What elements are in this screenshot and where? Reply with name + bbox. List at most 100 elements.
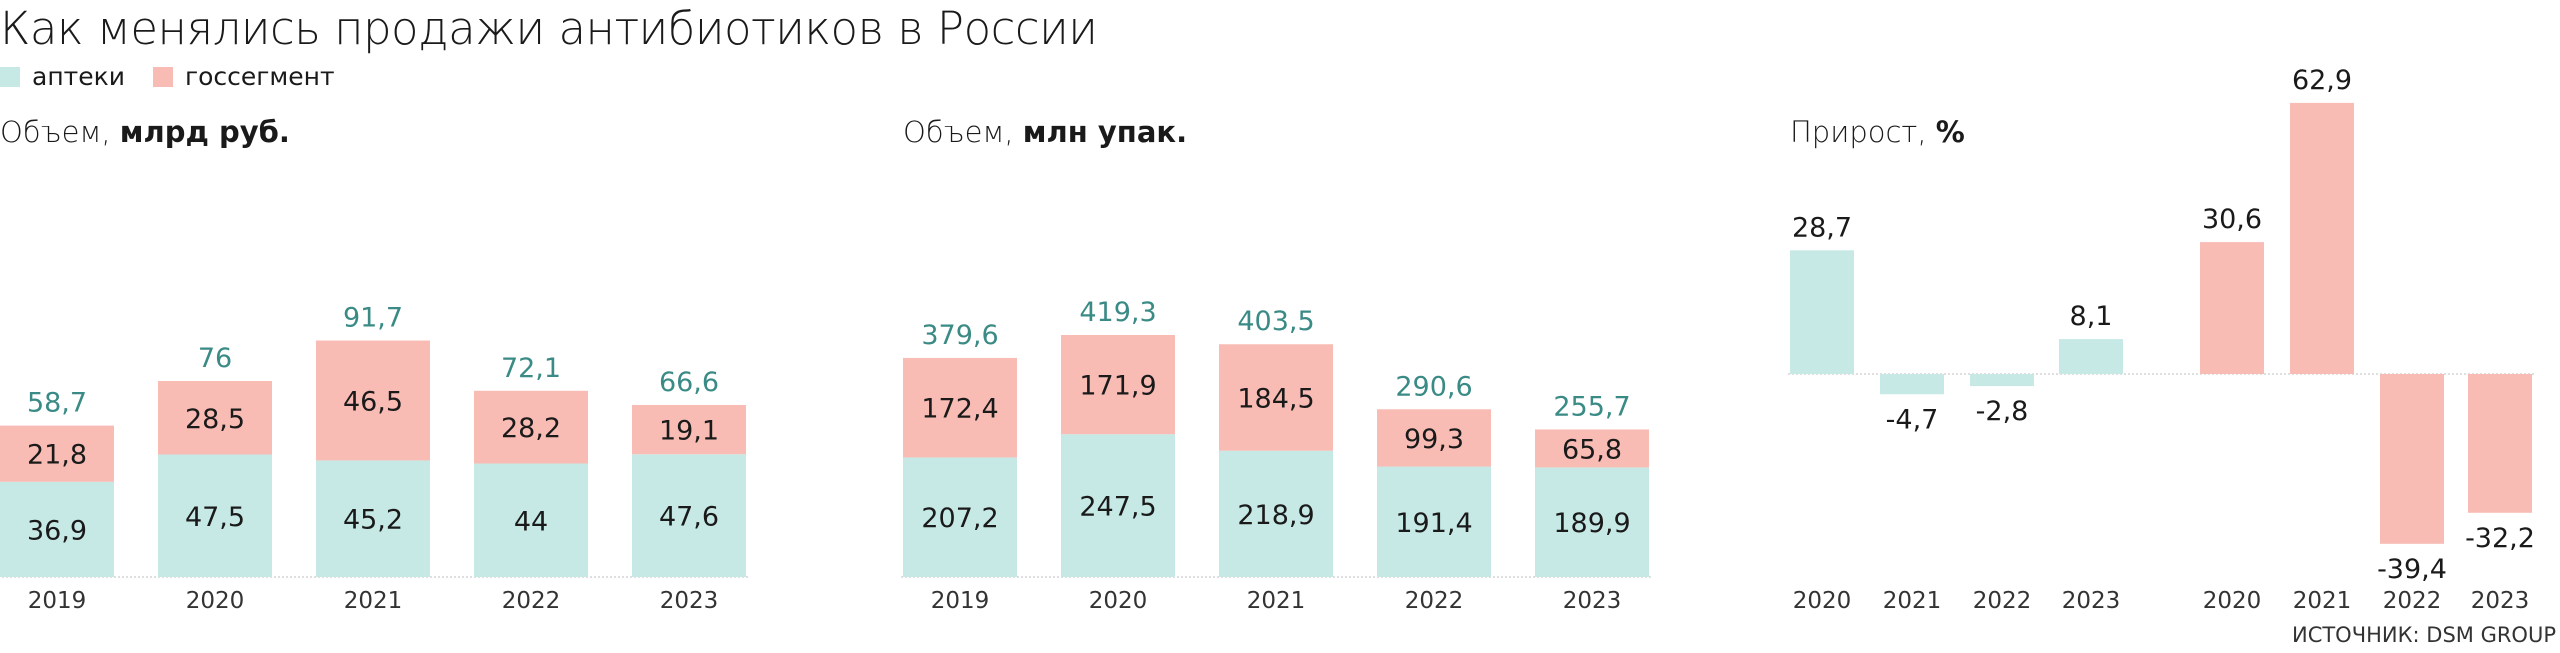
- panel-title-volume-pack: Объем, млн упак.: [903, 115, 1187, 149]
- chart3-label-state-2023: -32,2: [2465, 523, 2535, 554]
- panel-title-volume-pack-unit: млн упак.: [1022, 115, 1188, 149]
- chart2-tick-2022: 2022: [1405, 588, 1464, 614]
- chart3-bar-state-2020: [2200, 242, 2264, 374]
- chart3-tick-state-2023: 2023: [2471, 588, 2530, 614]
- chart1-tick-2020: 2020: [186, 588, 245, 614]
- chart1-tick-2023: 2023: [660, 588, 719, 614]
- chart1-tick-2022: 2022: [502, 588, 561, 614]
- chart2-label-state-2019: 172,4: [921, 394, 998, 425]
- chart1-label-state-2019: 21,8: [27, 440, 87, 471]
- chart3-label-state-2020: 30,6: [2202, 204, 2262, 235]
- chart1-bar-state-2020: [158, 381, 272, 455]
- chart2-label-state-2021: 184,5: [1237, 383, 1314, 414]
- chart2-bar-pharmacy-2022: [1377, 466, 1491, 577]
- chart2-label-pharmacy-2021: 218,9: [1237, 500, 1314, 531]
- chart2-tick-2020: 2020: [1089, 588, 1148, 614]
- chart3-tick-pharmacy-2023: 2023: [2062, 588, 2121, 614]
- chart1-bar-state-2023: [632, 404, 746, 455]
- panel-title-volume-rub-unit: млрд руб.: [119, 115, 290, 149]
- chart2-label-pharmacy-2019: 207,2: [921, 503, 998, 534]
- chart3-tick-pharmacy-2022: 2022: [1973, 588, 2032, 614]
- chart3-tick-state-2022: 2022: [2383, 588, 2442, 614]
- chart1-bar-pharmacy-2021: [316, 460, 430, 577]
- chart3-tick-pharmacy-2020: 2020: [1793, 588, 1852, 614]
- chart2-bar-pharmacy-2021: [1219, 450, 1333, 577]
- chart1-label-pharmacy-2022: 44: [514, 506, 548, 537]
- chart2-bar-state-2021: [1219, 344, 1333, 451]
- chart2-tick-2023: 2023: [1563, 588, 1622, 614]
- chart3-label-state-2021: 62,9: [2292, 65, 2352, 96]
- chart1-label-total-2021: 91,7: [343, 303, 403, 334]
- chart1-bar-state-2019: [0, 425, 114, 482]
- chart1-label-pharmacy-2020: 47,5: [185, 502, 245, 533]
- chart2-label-state-2023: 65,8: [1562, 434, 1622, 465]
- chart3-tick-pharmacy-2021: 2021: [1883, 588, 1942, 614]
- chart1-label-total-2020: 76: [198, 343, 232, 374]
- chart3-bar-pharmacy-2020: [1790, 250, 1854, 374]
- chart2-label-pharmacy-2023: 189,9: [1553, 508, 1630, 539]
- chart1-label-state-2023: 19,1: [659, 416, 719, 447]
- chart3-tick-state-2021: 2021: [2293, 588, 2352, 614]
- chart2-label-total-2023: 255,7: [1553, 391, 1630, 422]
- chart1-label-pharmacy-2021: 45,2: [343, 505, 403, 536]
- chart-title: Как менялись продажи антибиотиков в Росс…: [0, 2, 1098, 55]
- chart2-label-pharmacy-2020: 247,5: [1079, 492, 1156, 523]
- legend-item-pharmacy: аптеки: [0, 62, 125, 91]
- chart1-label-total-2023: 66,6: [659, 367, 719, 398]
- chart2-label-pharmacy-2022: 191,4: [1395, 508, 1472, 539]
- chart2-bar-state-2020: [1061, 335, 1175, 435]
- chart2-label-total-2020: 419,3: [1079, 297, 1156, 328]
- chart2-bar-state-2022: [1377, 409, 1491, 467]
- legend: аптеки госсегмент: [0, 62, 335, 91]
- chart2-bar-pharmacy-2023: [1535, 467, 1649, 577]
- chart3-bar-pharmacy-2022: [1970, 374, 2034, 387]
- legend-label-pharmacy: аптеки: [32, 62, 125, 91]
- chart1-label-total-2022: 72,1: [501, 353, 561, 384]
- source-note: ИСТОЧНИК: DSM GROUP: [2291, 623, 2556, 647]
- chart2-label-total-2019: 379,6: [921, 320, 998, 351]
- chart3-bar-pharmacy-2021: [1880, 374, 1944, 395]
- chart1-label-pharmacy-2019: 36,9: [27, 515, 87, 546]
- chart1-label-state-2022: 28,2: [501, 413, 561, 444]
- chart1-tick-2021: 2021: [344, 588, 403, 614]
- chart2-bar-pharmacy-2020: [1061, 434, 1175, 577]
- chart2-label-total-2022: 290,6: [1395, 371, 1472, 402]
- chart3-label-state-2022: -39,4: [2377, 554, 2447, 585]
- chart3-bar-state-2023: [2468, 374, 2532, 513]
- chart1-tick-2019: 2019: [28, 588, 87, 614]
- chart3-tick-state-2020: 2020: [2203, 588, 2262, 614]
- chart2-bar-state-2023: [1535, 429, 1649, 468]
- chart3-bar-pharmacy-2023: [2059, 339, 2123, 374]
- chart3-label-pharmacy-2022: -2,8: [1976, 396, 2029, 427]
- chart2-label-state-2020: 171,9: [1079, 371, 1156, 402]
- chart3-label-pharmacy-2021: -4,7: [1886, 404, 1939, 435]
- legend-item-state: госсегмент: [152, 62, 335, 91]
- chart2-label-state-2022: 99,3: [1404, 424, 1464, 455]
- chart1-bar-state-2021: [316, 340, 430, 461]
- panel-title-volume-rub: Объем, млрд руб.: [0, 115, 290, 149]
- chart2-tick-2019: 2019: [931, 588, 990, 614]
- panel-title-growth-prefix: Прирост,: [1790, 115, 1927, 149]
- chart1-label-total-2019: 58,7: [27, 388, 87, 419]
- chart2-bar-state-2019: [903, 357, 1017, 458]
- chart3-bar-state-2022: [2380, 374, 2444, 544]
- chart1-bar-pharmacy-2023: [632, 454, 746, 577]
- chart1-bar-pharmacy-2022: [474, 463, 588, 577]
- chart2-label-total-2021: 403,5: [1237, 306, 1314, 337]
- chart1-label-state-2021: 46,5: [343, 386, 403, 417]
- legend-swatch-state: [152, 66, 173, 87]
- chart3-bar-state-2021: [2290, 102, 2354, 374]
- chart2-bar-pharmacy-2019: [903, 457, 1017, 577]
- chart1-bar-state-2022: [474, 390, 588, 464]
- chart3-label-pharmacy-2020: 28,7: [1792, 212, 1852, 243]
- chart1-bar-pharmacy-2020: [158, 454, 272, 577]
- chart3-label-pharmacy-2023: 8,1: [2070, 301, 2113, 332]
- chart1-label-pharmacy-2023: 47,6: [659, 502, 719, 533]
- chart2-tick-2021: 2021: [1247, 588, 1306, 614]
- panel-title-growth-unit: %: [1935, 115, 1965, 149]
- chart1-bar-pharmacy-2019: [0, 481, 114, 577]
- legend-label-state: госсегмент: [184, 62, 335, 91]
- panel-title-volume-pack-prefix: Объем,: [903, 115, 1014, 149]
- panel-title-volume-rub-prefix: Объем,: [0, 115, 111, 149]
